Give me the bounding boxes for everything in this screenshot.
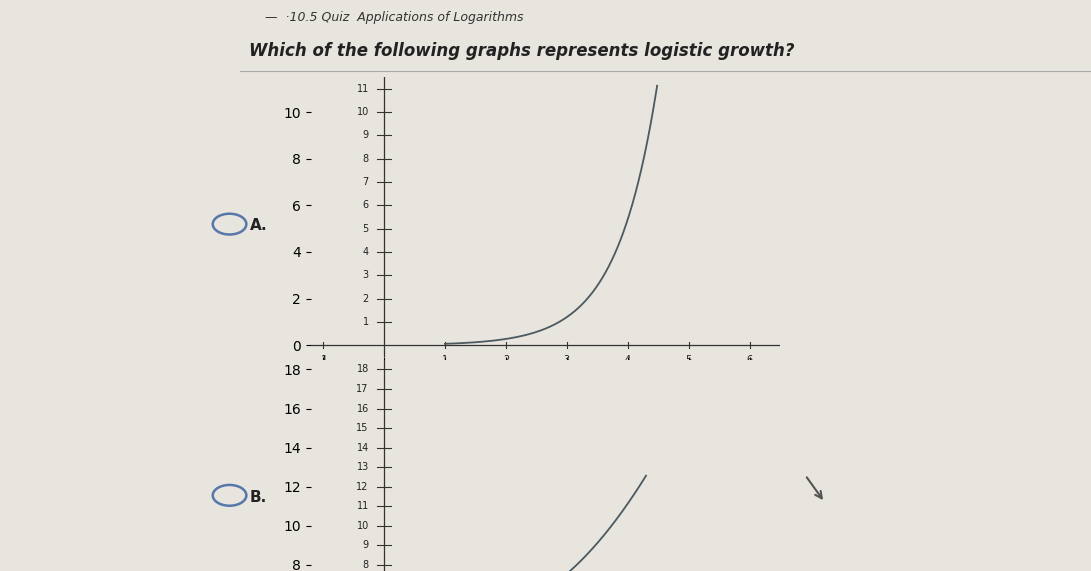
Text: 10: 10 [357, 107, 369, 117]
Text: 4: 4 [362, 247, 369, 257]
Text: -1: -1 [319, 355, 328, 364]
Text: 18: 18 [357, 364, 369, 375]
Text: 6: 6 [746, 355, 753, 364]
Text: 9: 9 [362, 130, 369, 140]
Text: 15: 15 [357, 423, 369, 433]
Text: 5: 5 [685, 355, 692, 364]
Text: 1: 1 [442, 355, 448, 364]
Text: 9: 9 [362, 540, 369, 550]
Text: 6: 6 [362, 200, 369, 210]
Text: 5: 5 [362, 224, 369, 234]
Text: 11: 11 [357, 501, 369, 511]
Text: 14: 14 [357, 443, 369, 453]
Text: 2: 2 [362, 293, 369, 304]
Text: 1: 1 [362, 317, 369, 327]
Text: 2: 2 [503, 355, 509, 364]
Text: -1: -1 [319, 355, 328, 364]
Text: 4: 4 [625, 355, 631, 364]
Text: Which of the following graphs represents logistic growth?: Which of the following graphs represents… [249, 42, 794, 61]
Text: 16: 16 [357, 404, 369, 413]
Text: 3: 3 [564, 355, 570, 364]
Text: 8: 8 [362, 560, 369, 570]
Text: 13: 13 [357, 462, 369, 472]
Text: —  ·10.5 Quiz  Applications of Logarithms: — ·10.5 Quiz Applications of Logarithms [257, 11, 524, 24]
Text: 17: 17 [357, 384, 369, 394]
Text: 10: 10 [357, 521, 369, 530]
Text: 12: 12 [357, 481, 369, 492]
Text: B.: B. [250, 490, 267, 505]
Text: 7: 7 [362, 177, 369, 187]
Text: A.: A. [250, 219, 267, 234]
Text: 11: 11 [357, 84, 369, 94]
Text: 8: 8 [362, 154, 369, 164]
Text: 3: 3 [362, 270, 369, 280]
